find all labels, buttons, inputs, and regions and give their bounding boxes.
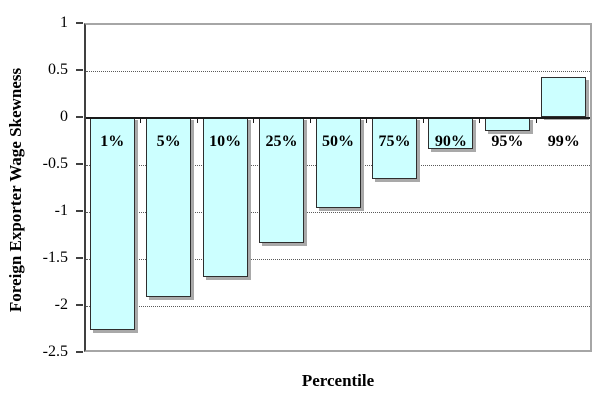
- y-tick-mark: [76, 69, 83, 71]
- category-label-99%: 99%: [547, 133, 580, 150]
- category-tick: [535, 117, 537, 123]
- category-tick: [366, 117, 368, 123]
- plot-area: 1% 5% 10% 25% 50% 75% 90% 95% 99%: [84, 23, 592, 352]
- y-tick-mark: [76, 351, 83, 353]
- bar-50%: [315, 117, 361, 209]
- category-tick: [196, 117, 198, 123]
- category-label-50%: 50%: [321, 133, 354, 150]
- y-tick-mark: [76, 116, 83, 118]
- category-label-10%: 10%: [209, 133, 242, 150]
- category-tick: [253, 117, 255, 123]
- x-axis-title: Percentile: [301, 371, 375, 390]
- y-tick-mark: [76, 304, 83, 306]
- category-tick: [140, 117, 142, 123]
- category-tick: [422, 117, 424, 123]
- y-tick-mark: [76, 163, 83, 165]
- y-tick-label: 0: [60, 108, 68, 125]
- y-tick-label: -2.5: [42, 343, 68, 360]
- bar-5%: [146, 117, 192, 297]
- category-tick: [309, 117, 311, 123]
- category-tick: [479, 117, 481, 123]
- y-tick-mark: [76, 257, 83, 259]
- y-tick-label: 0.5: [48, 61, 68, 78]
- gridline: [86, 306, 590, 307]
- bar-10%: [202, 117, 248, 277]
- y-tick-label: -0.5: [42, 155, 68, 172]
- category-label-25%: 25%: [265, 133, 298, 150]
- bar-99%: [541, 76, 587, 117]
- y-tick-mark: [76, 22, 83, 24]
- y-tick-label: 1: [60, 14, 68, 31]
- category-label-5%: 5%: [156, 133, 181, 150]
- y-tick-mark: [76, 210, 83, 212]
- y-tick-label: -1.5: [42, 249, 68, 266]
- category-label-1%: 1%: [100, 133, 125, 150]
- bar-90%: [428, 117, 474, 149]
- bar-1%: [89, 117, 135, 331]
- y-axis-title: Foreign Exporter Wage Skewness: [6, 67, 25, 313]
- bar-25%: [259, 117, 305, 243]
- y-tick-label: -1: [54, 202, 68, 219]
- gridline: [86, 259, 590, 260]
- gridline: [86, 212, 590, 213]
- bar-95%: [484, 117, 530, 132]
- category-label-95%: 95%: [491, 133, 524, 150]
- zero-axis-line: [86, 117, 590, 119]
- gridline: [86, 71, 590, 72]
- y-tick-label: -2: [54, 296, 68, 313]
- category-label-90%: 90%: [434, 133, 467, 150]
- category-label-75%: 75%: [378, 133, 411, 150]
